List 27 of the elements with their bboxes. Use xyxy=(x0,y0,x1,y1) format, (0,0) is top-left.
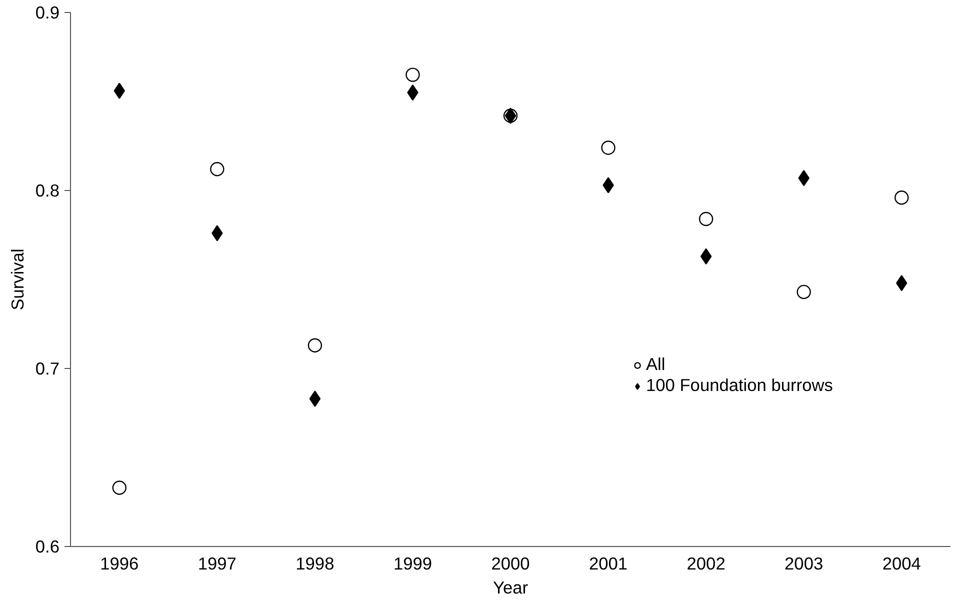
point xyxy=(210,162,224,176)
legend-label: All xyxy=(646,354,666,375)
x-tick-label: 2000 xyxy=(491,554,530,574)
x-tick-label: 2002 xyxy=(686,554,726,574)
y-tick-label: 0.9 xyxy=(35,2,60,22)
x-axis-title: Year xyxy=(492,578,528,598)
point xyxy=(796,284,811,300)
y-tick-label: 0.6 xyxy=(35,536,60,556)
x-tick-label: 1997 xyxy=(198,554,236,574)
y-tick-label: 0.8 xyxy=(35,180,60,200)
point xyxy=(406,68,420,82)
y-tick-label: 0.7 xyxy=(35,358,60,378)
point xyxy=(112,480,126,495)
point xyxy=(698,212,714,226)
point xyxy=(601,140,616,155)
x-tick-label: 2003 xyxy=(784,554,824,574)
x-tick-label: 2001 xyxy=(589,554,628,574)
point xyxy=(700,248,712,264)
point xyxy=(894,190,909,205)
point xyxy=(308,338,322,352)
y-axis-title: Survival xyxy=(7,248,28,310)
x-tick-label: 1996 xyxy=(100,554,139,574)
x-tick-label: 1999 xyxy=(393,554,432,574)
legend-label: 100 Foundation burrows xyxy=(646,375,833,396)
x-tick-label: 2004 xyxy=(882,554,922,574)
point xyxy=(309,390,321,407)
x-tick-label: 1998 xyxy=(296,554,334,574)
